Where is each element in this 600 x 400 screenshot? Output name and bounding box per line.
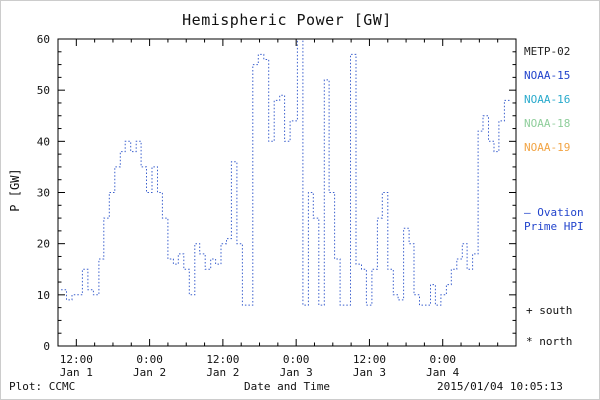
y-tick-label: 50 bbox=[37, 84, 50, 97]
legend: METP-02 NOAA-15 NOAA-16 NOAA-18 NOAA-19 bbox=[524, 45, 570, 165]
legend-item-noaa18: NOAA-18 bbox=[524, 117, 571, 130]
chart-title: Hemispheric Power [GW] bbox=[182, 11, 392, 29]
x-tick-date-label: Jan 1 bbox=[60, 366, 93, 379]
timestamp-label: 2015/01/04 10:05:13 bbox=[437, 380, 563, 393]
south-marker-label: + south bbox=[526, 304, 573, 317]
ovation-legend-line2: Prime HPI bbox=[524, 220, 584, 233]
x-tick-date-label: Jan 3 bbox=[280, 366, 313, 379]
series-ovation-prime-hpi bbox=[61, 38, 512, 306]
x-tick-date-label: Jan 2 bbox=[206, 366, 239, 379]
y-tick-label: 30 bbox=[37, 187, 50, 200]
x-tick-time-label: 12:00 bbox=[60, 353, 93, 366]
x-tick-time-label: 12:00 bbox=[353, 353, 386, 366]
y-tick-label: 60 bbox=[37, 33, 50, 46]
x-axis-label: Date and Time bbox=[243, 380, 331, 393]
x-tick-time-label: 0:00 bbox=[136, 353, 163, 366]
y-tick-label: 0 bbox=[43, 340, 50, 353]
y-tick-label: 20 bbox=[37, 238, 50, 251]
x-tick-date-label: Jan 4 bbox=[426, 366, 459, 379]
x-tick-time-label: 0:00 bbox=[429, 353, 456, 366]
x-tick-date-label: Jan 2 bbox=[133, 366, 166, 379]
legend-item-noaa19: NOAA-19 bbox=[524, 141, 571, 154]
x-tick-time-label: 0:00 bbox=[283, 353, 310, 366]
x-tick-date-label: Jan 3 bbox=[353, 366, 386, 379]
y-tick-label: 10 bbox=[37, 289, 50, 302]
legend-item-metp02: METP-02 bbox=[524, 45, 571, 58]
plot-source-label: Plot: CCMC bbox=[9, 380, 76, 393]
plot-box bbox=[57, 38, 517, 347]
x-tick-time-label: 12:00 bbox=[206, 353, 239, 366]
north-marker-label: * north bbox=[526, 335, 573, 348]
legend-item-noaa16: NOAA-16 bbox=[524, 93, 571, 106]
y-tick-label: 40 bbox=[37, 135, 50, 148]
ovation-legend: — Ovation Prime HPI bbox=[524, 206, 584, 234]
ovation-legend-line1: — Ovation bbox=[524, 206, 584, 219]
legend-item-noaa15: NOAA-15 bbox=[524, 69, 571, 82]
